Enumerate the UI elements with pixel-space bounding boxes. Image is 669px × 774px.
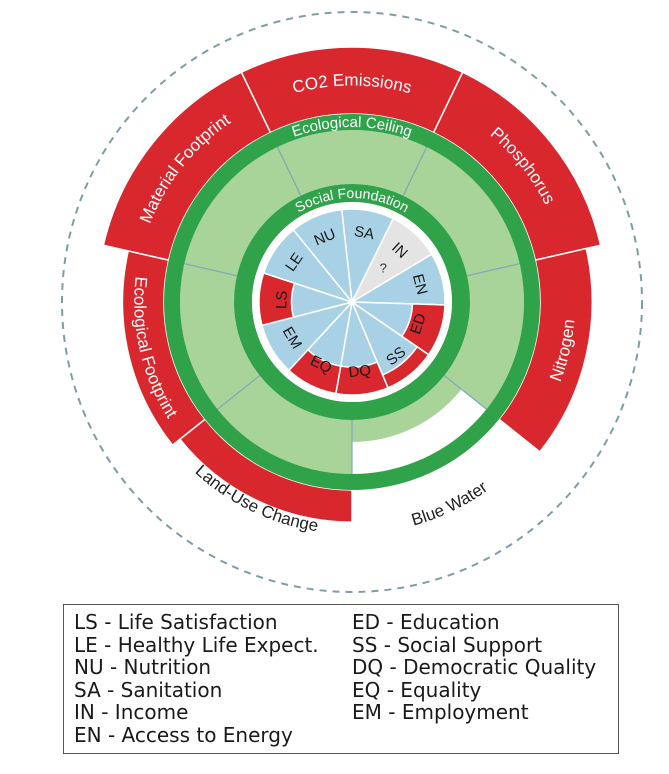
- sector-divider: [466, 263, 520, 277]
- eco-label-blue-water: Blue Water: [409, 477, 491, 529]
- sector-divider: [276, 146, 302, 196]
- blue-water-gap: [352, 389, 487, 474]
- safe-space-layer: [180, 130, 524, 474]
- legend-item: IN - Income: [74, 700, 189, 725]
- ecological-ceiling-ring: [164, 114, 540, 490]
- sector-divider: [184, 263, 238, 277]
- social-note-in: ?: [380, 261, 387, 276]
- social-wedge-nu: [292, 208, 354, 305]
- legend-item: ED - Education: [352, 610, 500, 634]
- legend-item: SA - Sanitation: [74, 677, 223, 702]
- legend-column-left: LS - Life Satisfaction LE - Healthy Life…: [74, 611, 319, 747]
- social-label-ls: LS: [273, 290, 291, 309]
- legend-item: LE - Healthy Life Expect.: [74, 632, 319, 657]
- legend-item: SS - Social Support: [352, 632, 543, 657]
- planetary-limit-dashed-circle: [61, 11, 643, 593]
- social-label-ed: ED: [407, 311, 430, 336]
- social-label-en: EN: [409, 272, 431, 296]
- legend-box: LS - Life Satisfaction LE - Healthy Life…: [63, 604, 619, 754]
- sector-divider: [217, 375, 261, 410]
- legend-item: LS - Life Satisfaction: [74, 610, 278, 634]
- legend-column-right: ED - Education SS - Social Support DQ - …: [352, 611, 596, 724]
- sector-divider: [402, 146, 428, 196]
- legend-item: EN - Access to Energy: [74, 722, 293, 747]
- legend-item: EQ - Equality: [352, 677, 482, 702]
- social-label-sa: SA: [353, 223, 376, 243]
- legend-item: DQ - Democratic Quality: [352, 655, 597, 680]
- legend-item: EM - Employment: [352, 700, 529, 725]
- legend-item: NU - Nutrition: [74, 655, 212, 680]
- social-foundation-ring: [234, 184, 470, 420]
- social-label-dq: DQ: [348, 362, 372, 381]
- sector-divider: [443, 375, 487, 410]
